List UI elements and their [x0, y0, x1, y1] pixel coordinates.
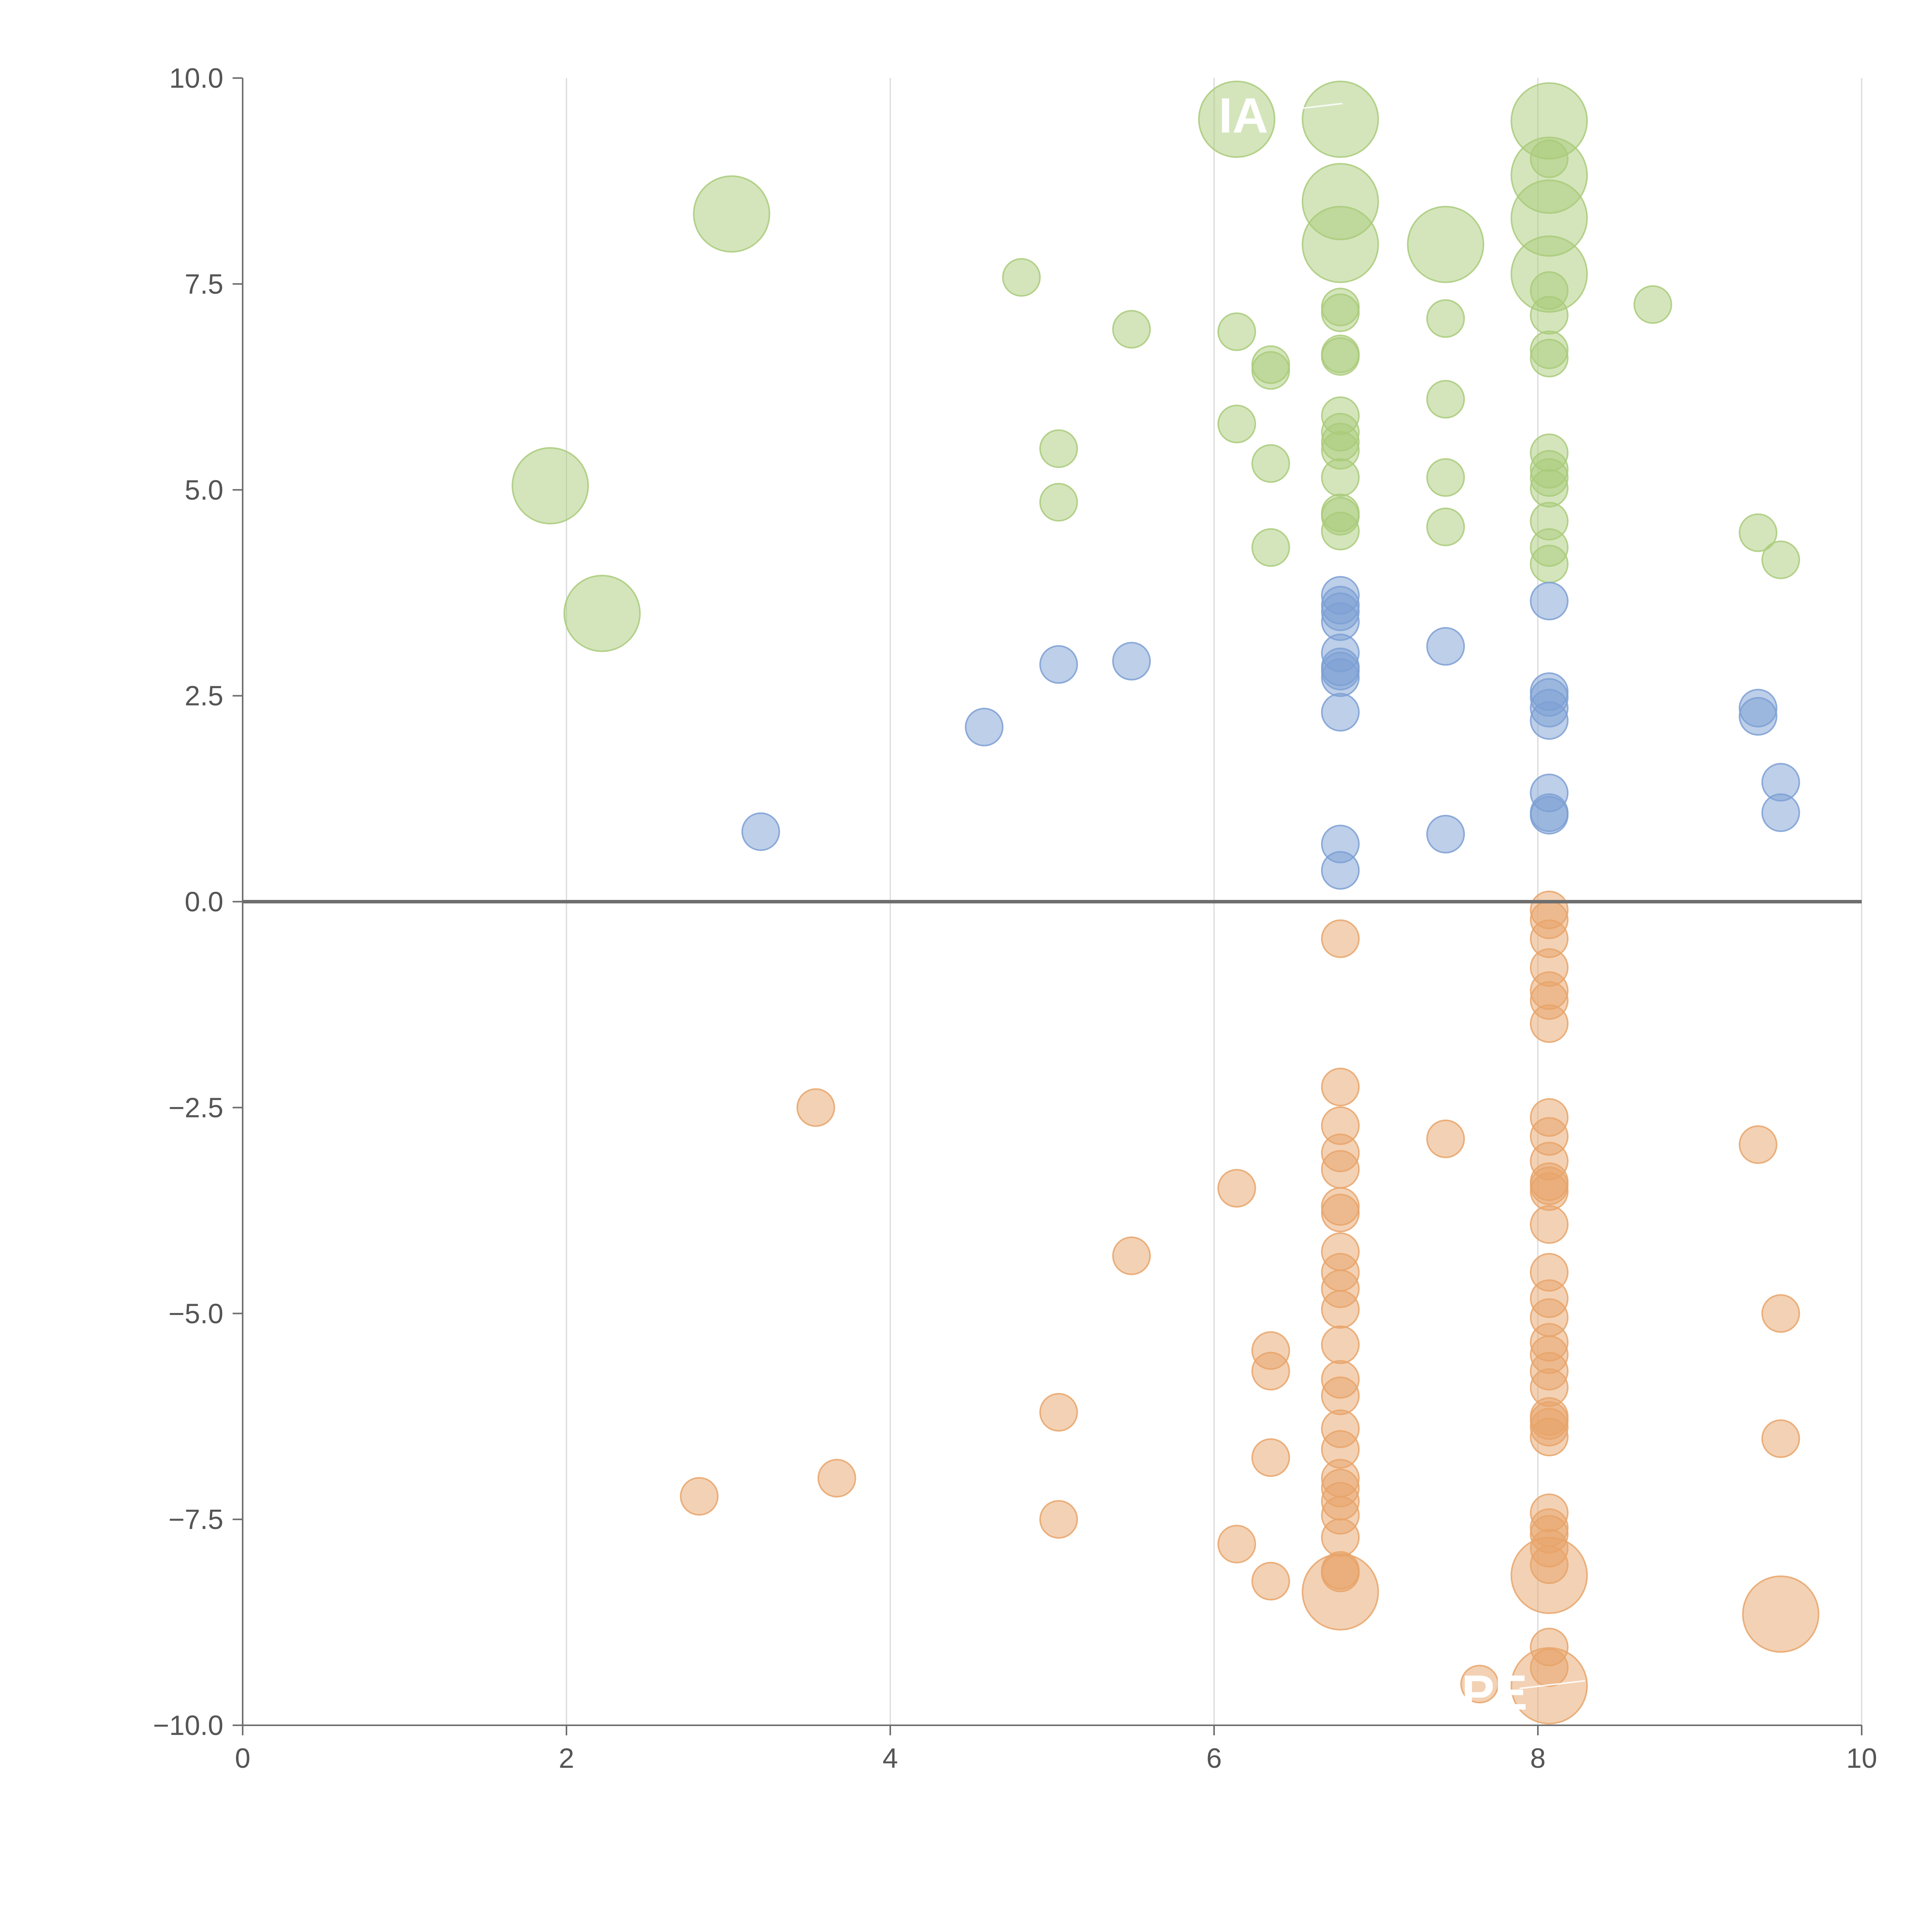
orange-bubble-42 — [1321, 1376, 1360, 1415]
y-tick-label: −7.5 — [168, 1504, 223, 1535]
orange-bubble-71 — [1742, 1575, 1820, 1653]
orange-bubble-3 — [1321, 919, 1360, 958]
green-bubble-10 — [1301, 206, 1379, 283]
annotation-pointer — [1519, 1680, 1585, 1689]
x-tick-label: 0 — [235, 1743, 250, 1774]
green-bubble-17 — [1321, 293, 1360, 332]
orange-bubble-70 — [1301, 1553, 1379, 1631]
green-bubble-15 — [1633, 285, 1672, 324]
axes: 0 2 4 6 8 10 10.0 7.5 5.0 2.5 0.0 −2.5 −5.0 −7.5 −10.0 — [153, 63, 1877, 1774]
blue-bubble-25 — [741, 812, 780, 851]
green-bubble-39 — [1321, 458, 1360, 497]
x-tick-label: 8 — [1530, 1743, 1546, 1774]
y-tick-label: −10.0 — [153, 1710, 223, 1741]
green-bubble-41 — [1530, 469, 1569, 508]
blue-bubble-11 — [1321, 658, 1360, 697]
blue-bubble-28 — [1321, 851, 1360, 890]
orange-bubble-43 — [1039, 1393, 1078, 1432]
y-tick-label: −5.0 — [168, 1298, 223, 1329]
green-bubble-0 — [693, 175, 770, 253]
orange-bubble-62 — [1321, 1518, 1360, 1557]
y-tick-label: 10.0 — [169, 63, 223, 94]
orange-bubble-21 — [1530, 1172, 1569, 1211]
orange-bubble-32 — [1761, 1294, 1800, 1333]
orange-bubble-9 — [796, 1088, 835, 1127]
green-bubble-30 — [1217, 405, 1256, 444]
green-bubble-25 — [1530, 338, 1569, 378]
bubbles — [512, 80, 1820, 1725]
green-bubble-47 — [1321, 512, 1360, 551]
green-bubble-11 — [1407, 206, 1485, 283]
orange-bubble-8 — [1321, 1068, 1360, 1107]
orange-bubble-48 — [1530, 1417, 1569, 1456]
green-bubble-52 — [1530, 544, 1569, 583]
orange-bubble-23 — [1321, 1194, 1360, 1233]
x-tick-label: 10 — [1846, 1743, 1877, 1774]
green-bubble-13 — [1002, 258, 1041, 297]
orange-bubble-26 — [1112, 1236, 1151, 1276]
green-bubble-20 — [1112, 310, 1151, 349]
annotation-label: IA — [1219, 88, 1268, 143]
blue-bubble-5 — [1426, 627, 1465, 666]
orange-bubble-51 — [1251, 1438, 1290, 1477]
blue-bubble-8 — [1039, 645, 1078, 684]
green-bubble-48 — [1738, 513, 1777, 552]
orange-bubble-31 — [1321, 1290, 1360, 1329]
green-bubble-28 — [1426, 380, 1465, 419]
x-tick-label: 2 — [559, 1743, 574, 1774]
annotation-pointer — [1276, 102, 1343, 112]
orange-bubble-35 — [1321, 1325, 1360, 1364]
orange-bubble-68 — [1510, 1537, 1588, 1614]
y-tick-label: 2.5 — [185, 681, 223, 712]
blue-bubble-19 — [965, 707, 1004, 747]
green-bubble-3 — [1198, 80, 1276, 158]
x-tick-label: 4 — [883, 1743, 898, 1774]
orange-bubble-24 — [1530, 1205, 1569, 1244]
orange-bubble-69 — [1251, 1561, 1290, 1600]
blue-bubble-7 — [1112, 642, 1151, 681]
orange-bubble-59 — [1039, 1500, 1078, 1539]
orange-bubble-13 — [1426, 1119, 1465, 1158]
green-bubble-19 — [1426, 299, 1465, 338]
orange-bubble-63 — [1217, 1525, 1256, 1564]
green-bubble-46 — [1426, 507, 1465, 546]
orange-bubble-14 — [1738, 1125, 1777, 1164]
orange-bubble-52 — [817, 1459, 856, 1498]
green-bubble-18 — [1530, 296, 1569, 335]
green-bubble-2 — [563, 575, 641, 652]
orange-bubble-20 — [1217, 1169, 1256, 1208]
blue-bubble-22 — [1761, 793, 1800, 832]
green-bubble-33 — [1039, 429, 1078, 468]
y-tick-label: 0.0 — [185, 887, 223, 918]
orange-bubble-49 — [1761, 1419, 1800, 1458]
green-bubble-36 — [1251, 444, 1290, 483]
orange-bubble-7 — [1530, 1004, 1569, 1043]
blue-bubble-26 — [1426, 815, 1465, 854]
green-bubble-42 — [1039, 483, 1078, 522]
blue-bubble-16 — [1321, 693, 1360, 732]
orange-bubble-17 — [1321, 1150, 1360, 1189]
green-bubble-51 — [1761, 540, 1800, 579]
orange-bubble-38 — [1251, 1352, 1290, 1391]
y-tick-label: 5.0 — [185, 475, 223, 506]
green-bubble-24 — [1321, 337, 1360, 376]
green-bubble-50 — [1251, 528, 1290, 567]
green-bubble-40 — [1426, 458, 1465, 497]
y-tick-label: 7.5 — [185, 269, 223, 300]
annotations: IA PE — [1219, 88, 1585, 1721]
green-bubble-1 — [512, 447, 589, 525]
green-bubble-27 — [1251, 351, 1290, 390]
orange-bubble-55 — [680, 1477, 719, 1516]
green-bubble-4 — [1301, 80, 1379, 158]
orange-bubble-74 — [1460, 1665, 1499, 1704]
green-bubble-21 — [1217, 312, 1256, 351]
blue-bubble-24 — [1530, 796, 1569, 835]
blue-bubble-18 — [1530, 701, 1569, 740]
blue-bubble-17 — [1738, 697, 1777, 736]
y-tick-label: −2.5 — [168, 1092, 223, 1123]
blue-bubble-1 — [1530, 582, 1569, 621]
x-tick-label: 6 — [1206, 1743, 1222, 1774]
annotation-label: PE — [1461, 1665, 1527, 1721]
